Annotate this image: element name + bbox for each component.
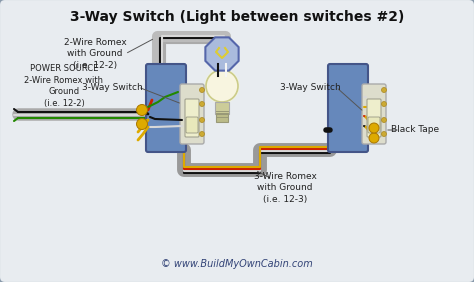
Circle shape — [200, 131, 204, 136]
Polygon shape — [205, 38, 238, 70]
Text: 3-Way Switch: 3-Way Switch — [82, 83, 142, 91]
FancyBboxPatch shape — [185, 99, 199, 137]
Bar — [215, 102, 229, 114]
Text: 3-Wire Romex
with Ground
(i.e. 12-3): 3-Wire Romex with Ground (i.e. 12-3) — [254, 172, 317, 204]
Circle shape — [137, 105, 147, 116]
Circle shape — [369, 123, 379, 133]
Circle shape — [200, 87, 204, 92]
FancyBboxPatch shape — [186, 117, 198, 133]
FancyBboxPatch shape — [368, 117, 380, 133]
Text: 2-Wire Romex
with Ground
(i.e. 12-2): 2-Wire Romex with Ground (i.e. 12-2) — [64, 38, 127, 70]
Circle shape — [382, 131, 386, 136]
Text: 3-Way Switch: 3-Way Switch — [280, 83, 340, 91]
Circle shape — [382, 102, 386, 107]
Circle shape — [204, 68, 240, 104]
Circle shape — [200, 118, 204, 122]
Bar — [216, 113, 228, 122]
FancyBboxPatch shape — [362, 84, 386, 144]
Text: POWER SOURCE
2-Wire Romex with
Ground
(i.e. 12-2): POWER SOURCE 2-Wire Romex with Ground (i… — [25, 64, 103, 108]
FancyBboxPatch shape — [328, 64, 368, 152]
Circle shape — [206, 70, 238, 102]
Circle shape — [137, 118, 147, 129]
Circle shape — [382, 87, 386, 92]
FancyBboxPatch shape — [180, 84, 204, 144]
Circle shape — [382, 118, 386, 122]
Text: Black Tape: Black Tape — [391, 125, 439, 135]
FancyBboxPatch shape — [367, 99, 381, 137]
Circle shape — [369, 133, 379, 143]
Text: 3-Way Switch (Light between switches #2): 3-Way Switch (Light between switches #2) — [70, 10, 404, 24]
Text: © www.BuildMyOwnCabin.com: © www.BuildMyOwnCabin.com — [161, 259, 313, 269]
FancyBboxPatch shape — [146, 64, 186, 152]
Circle shape — [200, 102, 204, 107]
